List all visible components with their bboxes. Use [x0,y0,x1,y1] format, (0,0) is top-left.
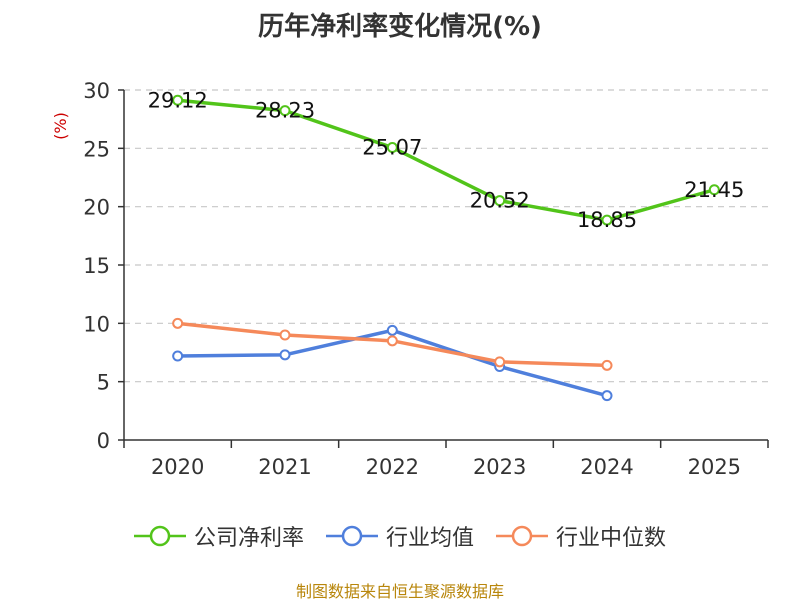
data-point [386,324,398,336]
legend-item[interactable]: 行业中位数 [496,520,666,552]
y-tick-label: 5 [97,371,110,395]
data-point [279,105,291,117]
data-point [601,214,613,226]
y-tick-label: 30 [83,79,110,103]
data-labels: 29.12 28.23 25.07 20.52 18.85 21.45 [148,88,745,232]
legend-marker-icon [133,525,186,547]
source-note: 制图数据来自恒生聚源数据库 [295,582,504,601]
x-tick-label: 2023 [473,455,526,479]
data-point [279,349,291,361]
legend-marker-icon [496,525,548,547]
data-label: 21.45 [684,178,744,202]
data-label: 18.85 [577,208,637,232]
series-2 [172,317,613,371]
x-tick-label: 2021 [258,455,311,479]
data-point [494,356,506,368]
x-tick-label: 2022 [366,455,419,479]
y-tick-label: 0 [97,429,110,453]
legend-label: 公司净利率 [193,526,304,551]
legend-item[interactable]: 公司净利率 [133,520,304,552]
chart-title: 历年净利率变化情况(%) [258,12,542,42]
data-point [172,94,184,106]
y-tick-label: 20 [83,196,110,220]
legend-label: 行业均值 [385,526,474,551]
legend-label: 行业中位数 [556,526,667,551]
y-axis-label: (%) [51,112,70,140]
legend-item[interactable]: 行业均值 [325,520,474,552]
data-point [601,390,613,402]
x-tick-label: 2024 [580,455,633,479]
series-layer [172,94,720,402]
legend-circle [511,525,533,547]
series-line [177,98,715,222]
grid-lines [124,89,768,383]
legend-marker-icon [325,525,378,547]
data-label: 25.07 [362,136,422,160]
data-point [386,335,398,347]
data-point [494,195,506,207]
data-point [279,329,291,341]
y-tick-label: 25 [83,137,110,161]
data-point [386,142,398,154]
data-label: 29.12 [148,88,208,112]
data-label: 28.23 [255,99,315,123]
x-tick-label: 2025 [688,455,741,479]
x-tick-label: 2020 [151,455,204,479]
legend-circle [149,525,171,547]
data-point [172,350,184,362]
data-point [708,184,720,196]
y-tick-label: 10 [83,312,110,336]
legend: 公司净利率 行业均值 行业中位数 [0,518,800,554]
legend-circle [341,525,363,547]
data-label: 20.52 [470,189,530,213]
y-tick-label: 15 [83,254,110,278]
data-point [601,359,613,371]
series-0 [172,94,720,226]
data-point [172,317,184,329]
